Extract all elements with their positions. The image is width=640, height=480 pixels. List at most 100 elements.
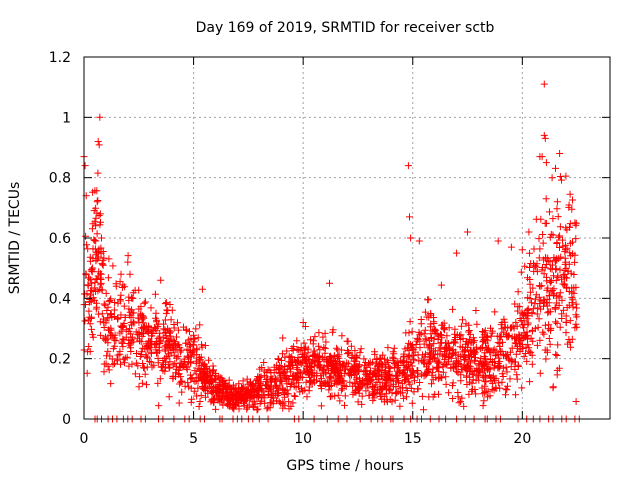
data-point — [529, 284, 537, 292]
data-point — [429, 347, 437, 355]
data-point — [447, 354, 455, 362]
data-point — [167, 316, 175, 324]
data-point — [89, 254, 97, 262]
data-point — [342, 365, 350, 373]
data-point — [566, 317, 574, 325]
data-point — [481, 327, 489, 335]
data-point — [436, 373, 444, 381]
data-point — [449, 360, 457, 368]
data-point — [367, 367, 374, 375]
data-point — [546, 340, 554, 348]
data-point — [528, 310, 536, 318]
data-point — [360, 355, 368, 363]
data-point — [464, 228, 471, 236]
data-point — [539, 328, 547, 336]
data-point — [239, 377, 247, 385]
data-point — [167, 336, 175, 344]
data-point — [259, 388, 267, 396]
data-point — [372, 373, 380, 380]
data-point — [408, 362, 416, 370]
data-point — [498, 370, 506, 378]
data-point — [429, 355, 437, 363]
data-point — [373, 378, 381, 386]
data-point — [170, 338, 178, 346]
data-point — [528, 299, 535, 307]
data-point — [431, 391, 439, 398]
data-point — [384, 373, 392, 381]
data-point — [137, 348, 145, 356]
data-point — [94, 272, 102, 280]
data-point — [472, 307, 480, 314]
data-point — [87, 291, 94, 299]
data-point — [335, 373, 342, 381]
data-point — [366, 361, 374, 369]
data-point — [566, 220, 574, 228]
data-point — [424, 359, 432, 367]
data-point — [283, 390, 291, 398]
data-point — [169, 361, 177, 369]
data-point — [497, 321, 505, 329]
data-point — [185, 336, 193, 344]
data-point — [479, 337, 487, 345]
data-point — [564, 340, 572, 348]
data-point — [224, 382, 232, 390]
axis-ticks — [83, 56, 610, 420]
data-point — [550, 291, 557, 299]
data-point — [479, 359, 487, 367]
data-point — [569, 196, 576, 204]
data-point — [563, 304, 571, 312]
data-point — [94, 138, 102, 145]
data-point — [398, 379, 406, 387]
data-point — [468, 338, 476, 346]
data-point — [155, 347, 163, 355]
data-point — [144, 327, 152, 335]
data-point — [125, 336, 133, 344]
data-point — [347, 342, 355, 350]
data-point — [389, 348, 397, 356]
data-point — [434, 336, 442, 343]
data-point — [202, 393, 209, 401]
data-point — [102, 360, 110, 368]
data-point — [516, 348, 524, 355]
data-point — [439, 362, 447, 370]
data-point — [514, 361, 522, 369]
data-point — [217, 389, 225, 397]
data-point — [133, 350, 140, 357]
data-point — [88, 279, 96, 287]
data-point — [542, 159, 550, 167]
data-point — [409, 346, 417, 354]
data-point — [458, 394, 466, 402]
data-point — [512, 318, 520, 326]
data-point — [245, 401, 253, 409]
data-point — [526, 264, 533, 271]
x-tick-label: 10 — [294, 431, 312, 447]
data-point — [514, 288, 522, 296]
data-point — [457, 365, 465, 373]
data-point — [504, 382, 511, 390]
data-point — [400, 394, 408, 402]
data-point — [550, 272, 557, 280]
data-point — [197, 391, 205, 399]
data-point — [302, 369, 310, 377]
data-point — [445, 340, 452, 348]
data-point — [310, 337, 317, 345]
data-point — [157, 363, 165, 371]
data-point — [305, 387, 313, 395]
data-point — [420, 406, 427, 414]
data-point — [162, 299, 170, 307]
data-point — [538, 282, 546, 290]
data-point — [247, 393, 255, 401]
data-point — [301, 323, 309, 330]
data-point — [205, 356, 213, 364]
data-point — [518, 384, 526, 392]
data-point — [316, 378, 324, 385]
data-point — [161, 355, 169, 362]
data-point — [552, 350, 560, 358]
data-point — [92, 237, 100, 245]
data-point — [164, 325, 172, 333]
data-point — [273, 382, 280, 390]
data-point — [154, 354, 162, 362]
data-point — [483, 344, 491, 352]
y-tick-label: 1 — [62, 110, 71, 126]
data-point — [169, 375, 177, 383]
